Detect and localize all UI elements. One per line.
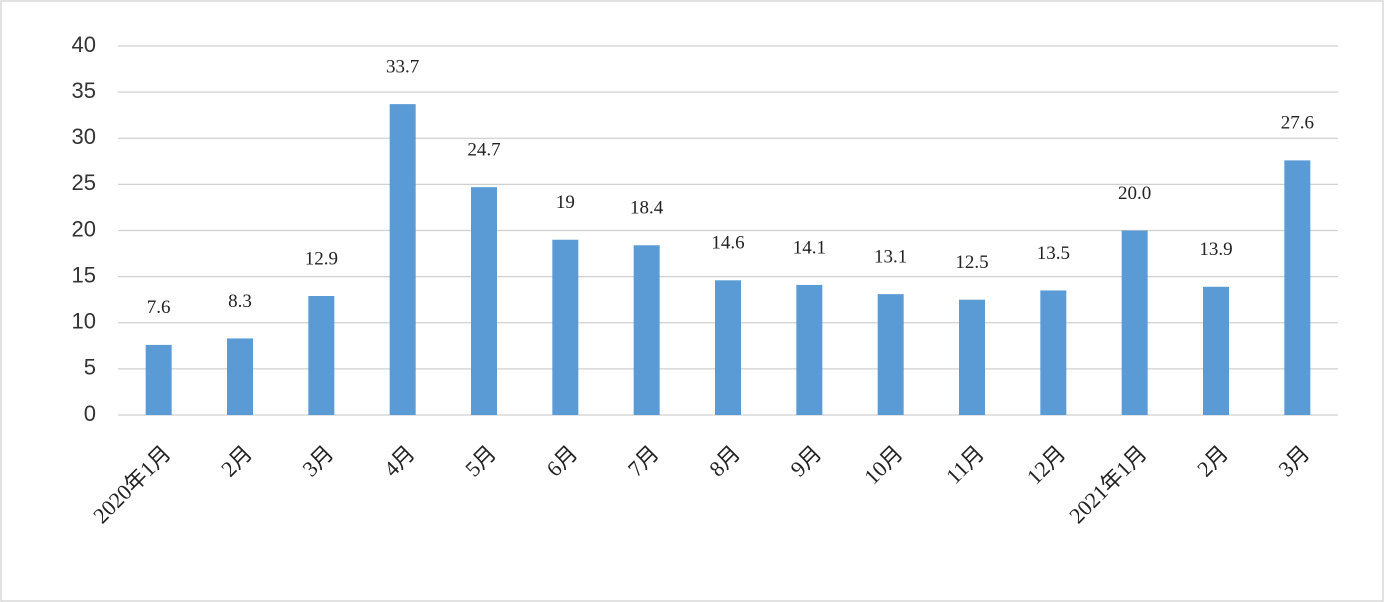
- bar: [959, 299, 985, 415]
- value-label: 12.9: [305, 248, 338, 269]
- value-label: 27.6: [1281, 113, 1314, 134]
- y-tick-label: 25: [72, 170, 96, 195]
- value-label: 19: [556, 192, 575, 213]
- bar: [471, 187, 497, 415]
- value-label: 18.4: [630, 198, 664, 219]
- bar: [227, 338, 253, 415]
- value-label: 33.7: [386, 56, 419, 77]
- bar: [877, 294, 904, 415]
- value-label: 8.3: [228, 291, 252, 312]
- value-label: 12.5: [955, 252, 988, 273]
- value-label: 13.9: [1199, 239, 1232, 260]
- bar: [308, 295, 335, 415]
- bar: [796, 284, 823, 415]
- value-label: 24.7: [467, 140, 500, 161]
- value-label: 14.1: [793, 237, 826, 258]
- y-tick-label: 15: [72, 262, 96, 287]
- bar: [1040, 290, 1067, 415]
- bar: [1203, 286, 1229, 415]
- bar: [715, 280, 741, 415]
- value-label: 14.6: [711, 233, 744, 254]
- y-tick-label: 20: [72, 216, 96, 241]
- value-label: 13.1: [874, 247, 907, 268]
- y-tick-label: 5: [84, 355, 96, 380]
- bar: [145, 344, 172, 415]
- value-label: 7.6: [147, 297, 171, 318]
- y-tick-label: 35: [72, 78, 96, 103]
- value-label: 20.0: [1118, 183, 1151, 204]
- bar: [389, 104, 416, 416]
- y-tick-label: 10: [72, 309, 96, 334]
- bar: [633, 245, 660, 415]
- y-tick-label: 0: [84, 401, 96, 426]
- bar: [1284, 160, 1311, 415]
- y-tick-label: 30: [72, 124, 96, 149]
- bar: [552, 239, 579, 415]
- bar: [1121, 230, 1148, 415]
- y-tick-label: 40: [72, 32, 96, 57]
- value-label: 13.5: [1037, 243, 1070, 264]
